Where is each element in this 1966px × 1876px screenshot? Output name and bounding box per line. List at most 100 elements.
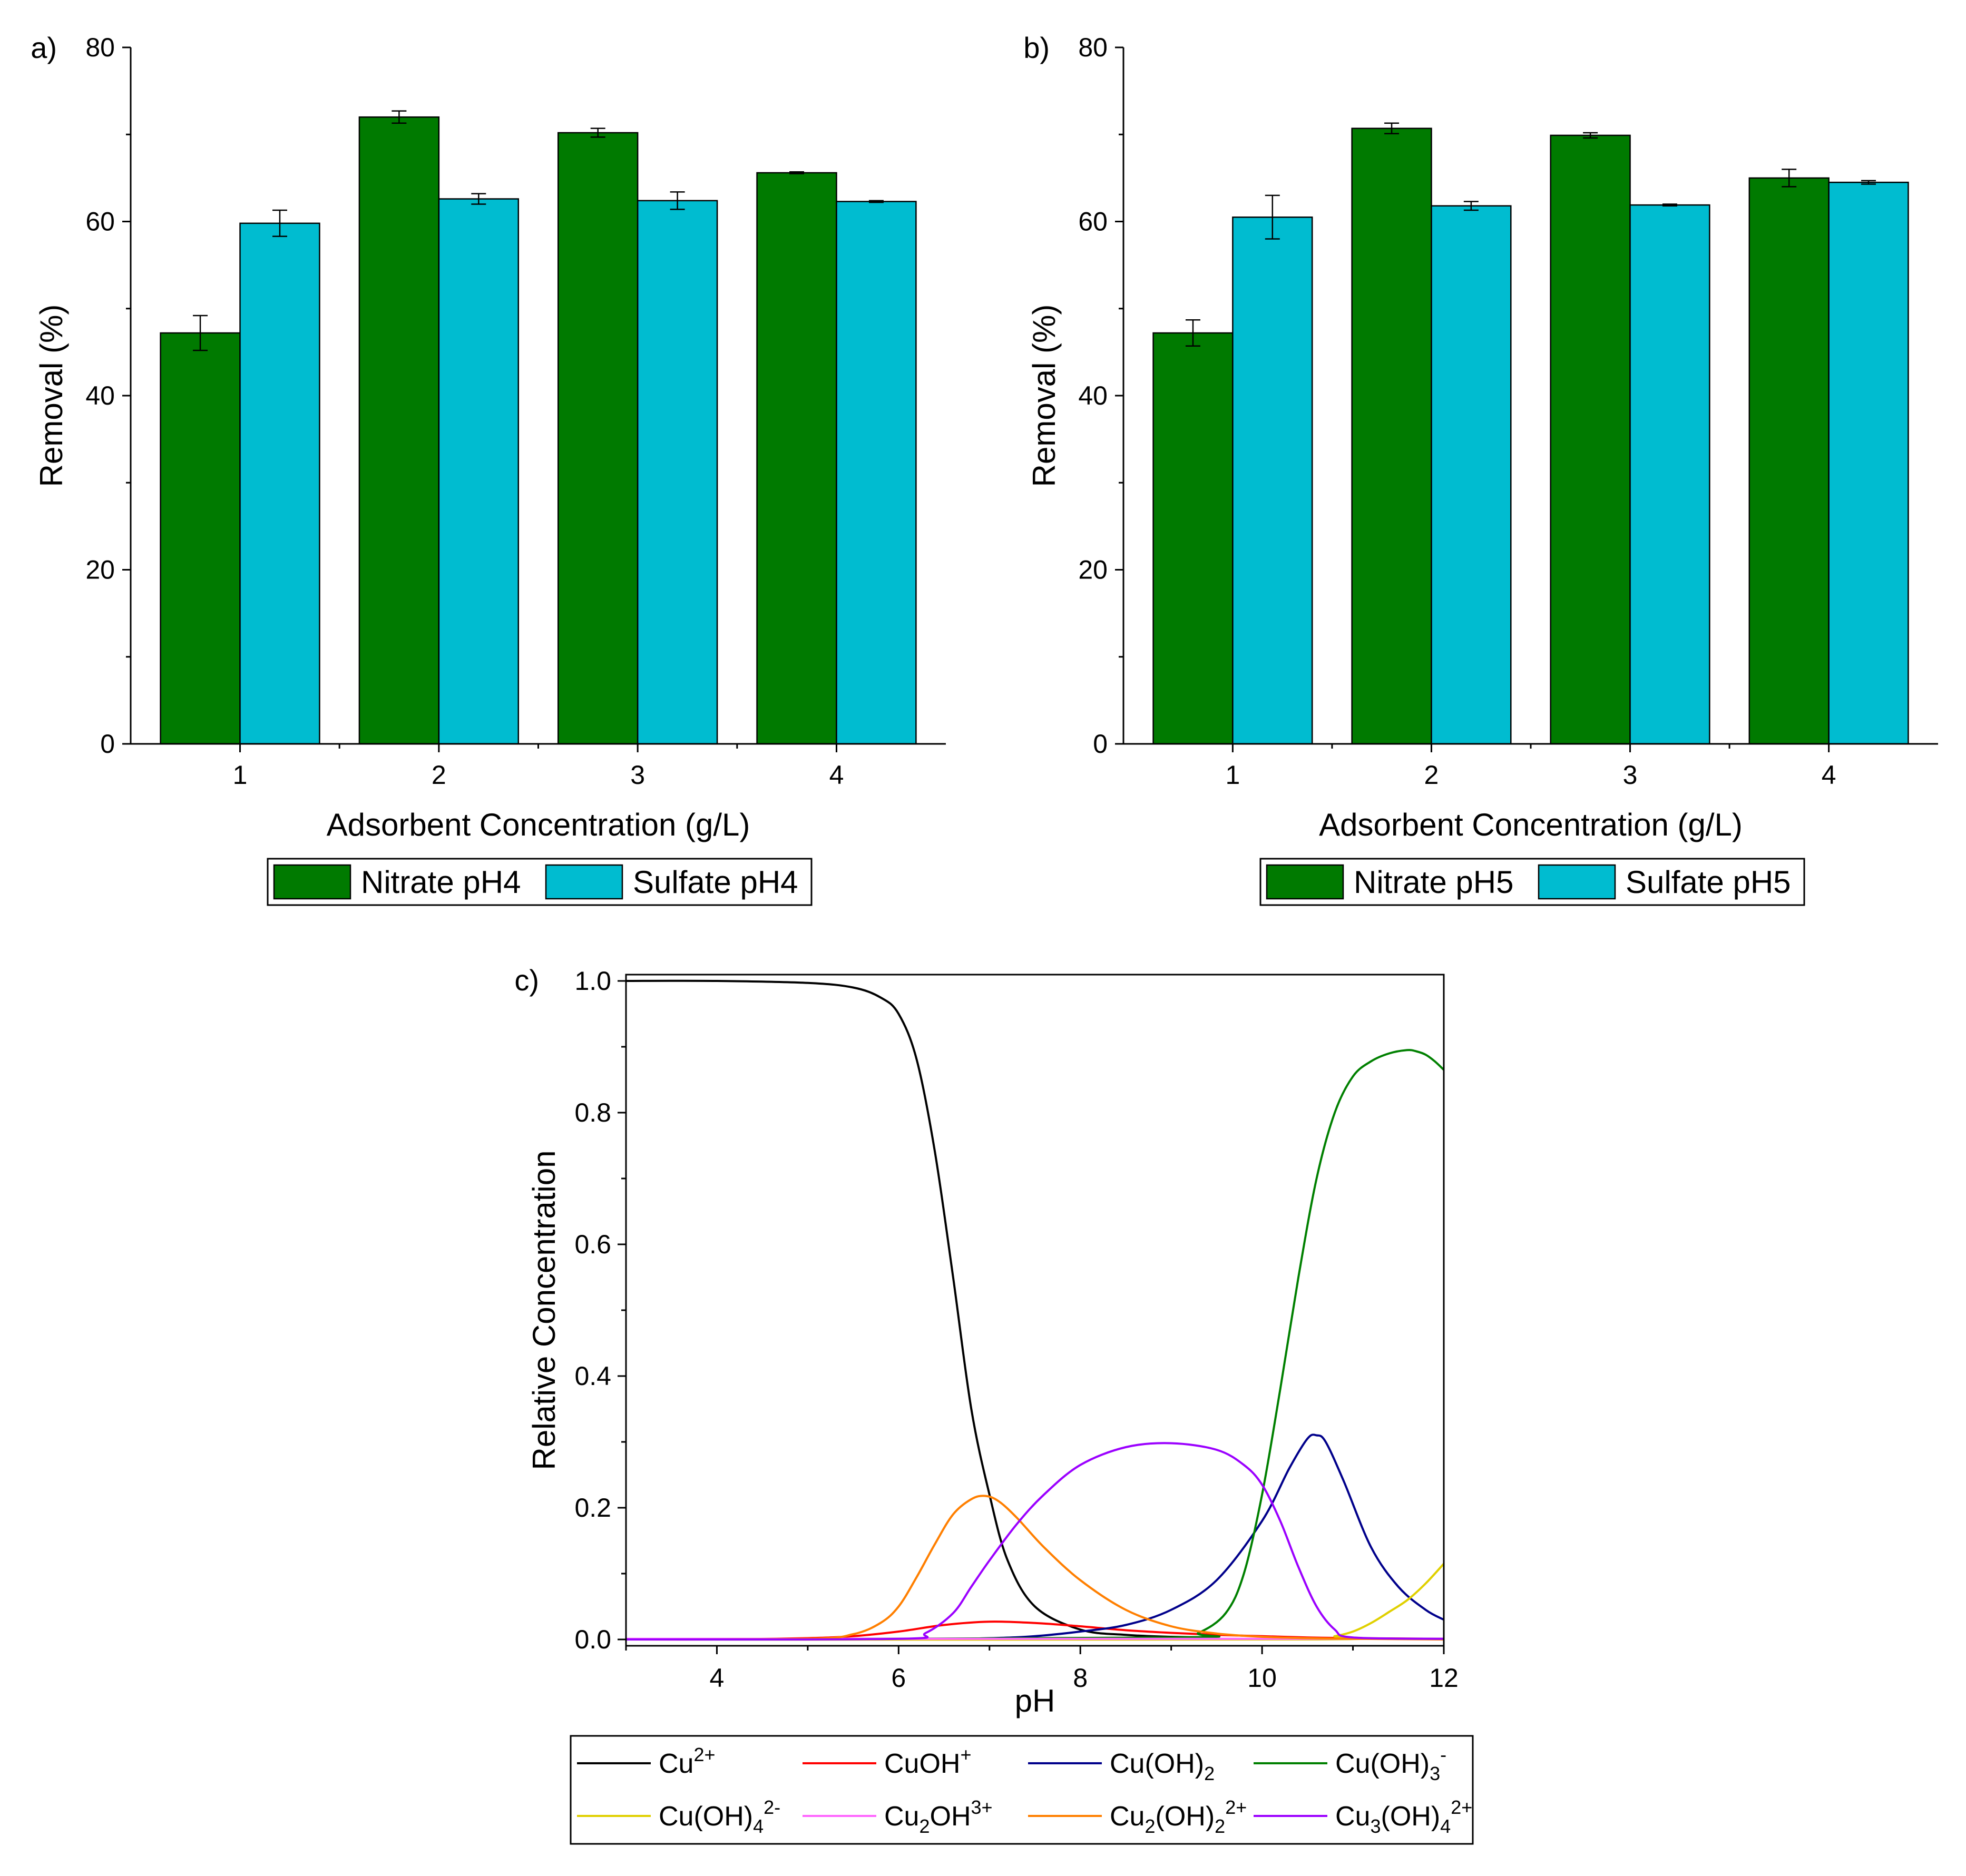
legend-entry-label: Cu(OH)3-: [1335, 1744, 1446, 1784]
error-bar: [590, 127, 605, 138]
legend-entry-sub2: 4: [1440, 1815, 1451, 1837]
legend-entry-name: CuOH: [884, 1749, 960, 1779]
x-tick-label: 3: [630, 760, 645, 790]
legend-entry-sub: 3: [1370, 1815, 1381, 1837]
legend-entry-label: Nitrate pH5: [1354, 865, 1513, 900]
legend-entry-name: Cu(OH): [1335, 1749, 1430, 1779]
legend-entry-suffix: (OH): [1381, 1801, 1441, 1832]
panel-label: c): [514, 964, 539, 997]
error-bar: [1861, 180, 1876, 185]
y-tick-label: 80: [85, 33, 115, 62]
y-tick-label: 0.4: [574, 1361, 611, 1391]
series-line-0: [625, 979, 1217, 1639]
legend-entry-label: Cu(OH)2: [1110, 1749, 1215, 1784]
x-tick-label: 2: [1424, 760, 1439, 790]
legend-box: [570, 1735, 1474, 1845]
bar-sulfate-ph5-2: [1431, 205, 1512, 745]
legend-entry-name: Cu: [1110, 1801, 1145, 1832]
legend-entry-sup: -: [1440, 1744, 1446, 1765]
legend-entry-sub2: 2: [1215, 1815, 1225, 1837]
legend-entry-sup: 2+: [693, 1744, 715, 1765]
x-axis-title: Adsorbent Concentration (g/L): [327, 807, 750, 842]
legend-swatch: [1538, 864, 1616, 900]
legend-entry-name: Cu(OH): [1110, 1749, 1204, 1779]
legend-entry-name: Cu(OH): [659, 1801, 753, 1832]
legend-entry-label: CuOH+: [884, 1744, 972, 1779]
x-tick-label: 4: [1822, 760, 1836, 790]
series-line-3: [625, 1049, 1445, 1641]
legend-entry-label: Cu2(OH)22+: [1110, 1796, 1247, 1837]
x-tick-label: 12: [1429, 1663, 1459, 1693]
error-bar: [1782, 169, 1797, 188]
bar-nitrate-ph5-3: [1550, 134, 1631, 745]
error-bar: [272, 209, 287, 237]
legend-swatch: [1266, 864, 1344, 900]
legend-entry-suffix: OH: [930, 1801, 971, 1832]
x-tick-label: 10: [1247, 1663, 1277, 1693]
legend-entry-sub: 2: [1145, 1815, 1155, 1837]
legend-swatch: [273, 864, 351, 900]
legend: Nitrate pH5 Sulfate pH5: [1259, 858, 1805, 906]
y-tick-label: 20: [85, 555, 115, 585]
legend-entry-label: Cu2OH3+: [884, 1796, 993, 1837]
y-tick-label: 0.8: [574, 1098, 611, 1127]
y-axis-title: Removal (%): [34, 305, 69, 487]
panel-a: 0 20 40 60 80 1 2 3 4 Adsorbent Concentration (g/…: [31, 31, 946, 906]
bar-sulfate-ph5-1: [1232, 216, 1313, 745]
legend-entry-suffix: (OH): [1156, 1801, 1215, 1832]
error-bar: [1583, 132, 1598, 139]
error-bar: [1185, 319, 1200, 347]
y-tick-label: 20: [1078, 555, 1108, 585]
error-bar: [789, 171, 805, 174]
x-axis-title: Adsorbent Concentration (g/L): [1319, 807, 1743, 842]
bar-nitrate-ph4-1: [160, 332, 241, 745]
legend-box: [267, 858, 813, 906]
y-tick-label: 40: [1078, 381, 1108, 410]
error-bar: [1463, 201, 1479, 211]
bar-nitrate-ph4-4: [756, 172, 837, 745]
error-bar: [392, 110, 407, 124]
plot-frame: [625, 974, 1445, 1647]
legend-entry-sup: +: [960, 1744, 971, 1765]
panel-label: a): [31, 31, 57, 64]
legend-entry-name: Cu: [1335, 1801, 1370, 1832]
error-bar: [471, 193, 486, 205]
bar-nitrate-ph5-1: [1152, 332, 1234, 745]
y-tick-label: 0.6: [574, 1230, 611, 1259]
bar-nitrate-ph5-2: [1351, 127, 1432, 745]
error-bar: [670, 191, 685, 210]
bar-sulfate-ph4-4: [836, 201, 917, 745]
y-tick-label: 0: [1093, 729, 1108, 759]
y-tick-label: 60: [1078, 207, 1108, 237]
panel-b: 0 20 40 60 80 1 2 3 4 Adsorbent Concentration (g/…: [1023, 31, 1938, 906]
x-tick-label: 1: [233, 760, 248, 790]
legend-entry-sup: 3+: [971, 1796, 993, 1818]
legend: Cu2+ CuOH+ Cu(OH)2 Cu(OH)3-Cu(OH)42- Cu2OH3+…: [570, 1735, 1474, 1845]
bar-nitrate-ph5-4: [1748, 177, 1830, 745]
x-tick-label: 1: [1225, 760, 1240, 790]
y-axis-title: Removal (%): [1026, 305, 1062, 487]
legend-entry-label: Cu2+: [659, 1744, 716, 1779]
y-tick-label: 80: [1078, 33, 1108, 62]
legend-entry-sup: 2+: [1225, 1796, 1247, 1818]
error-bar: [1662, 203, 1677, 207]
series-line-6: [625, 1495, 1444, 1641]
y-tick-label: 0: [100, 729, 115, 759]
x-tick-label: 4: [710, 1663, 725, 1693]
bar-sulfate-ph4-2: [438, 198, 520, 745]
bar-nitrate-ph4-3: [557, 132, 639, 745]
error-bar: [193, 315, 208, 351]
y-tick-label: 40: [85, 381, 115, 410]
y-tick-label: 60: [85, 207, 115, 237]
legend-entry-label: Cu(OH)42-: [659, 1796, 780, 1837]
error-bar: [868, 200, 884, 203]
legend-entry-label: Sulfate pH5: [1626, 865, 1791, 900]
x-tick-label: 6: [891, 1663, 906, 1693]
legend-entry-name: Cu: [884, 1801, 919, 1832]
x-tick-label: 2: [432, 760, 446, 790]
error-bar: [1384, 122, 1400, 134]
legend-entry-sub: 4: [753, 1815, 764, 1837]
legend-entry-name: Cu: [659, 1749, 693, 1779]
panel-c: 4 6 8 10 12 0.0 0.2 0.4 0.6 0.8 1.0 pH Relative Conc…: [514, 964, 1474, 1845]
